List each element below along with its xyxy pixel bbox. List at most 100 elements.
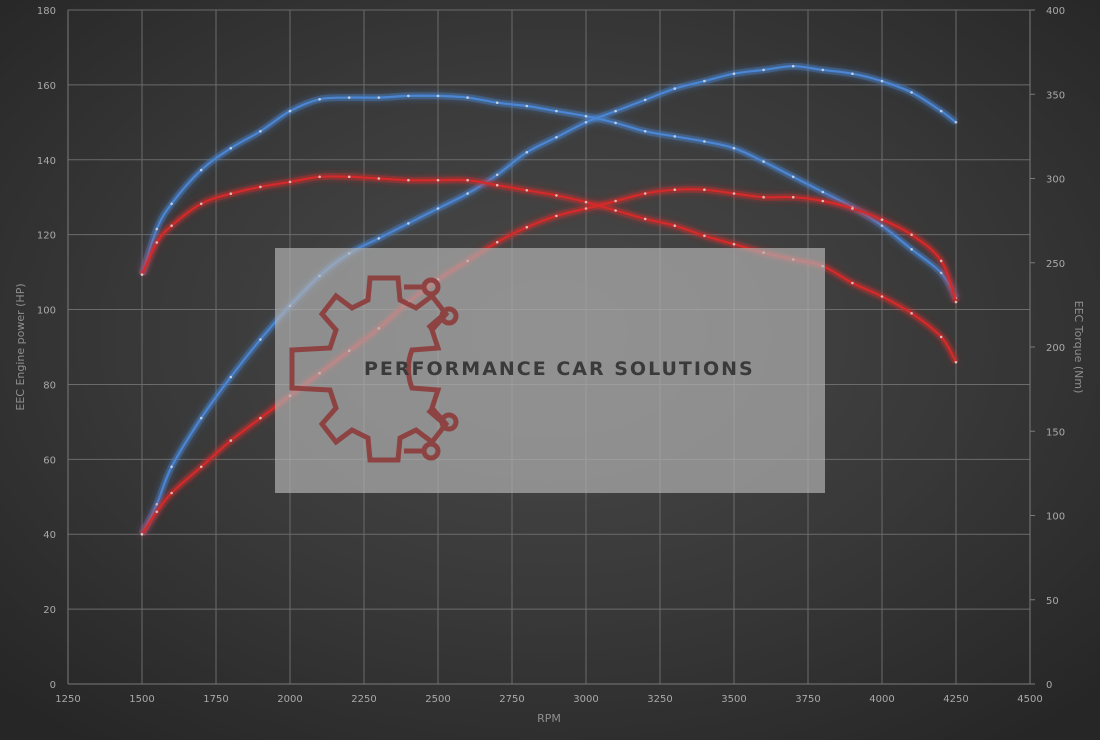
data-point <box>821 68 825 72</box>
x-tick-label: 2750 <box>499 694 524 705</box>
x-tick-label: 3750 <box>795 694 820 705</box>
data-point <box>140 273 144 276</box>
data-point <box>880 295 884 298</box>
data-point <box>495 101 499 104</box>
data-point <box>140 532 144 536</box>
data-point <box>436 94 440 98</box>
data-point <box>199 465 203 469</box>
data-point <box>910 233 913 236</box>
series-modified-torque <box>138 92 960 300</box>
data-point <box>614 121 617 125</box>
data-point <box>466 178 469 182</box>
data-point <box>407 94 410 98</box>
data-point <box>954 300 958 304</box>
data-point <box>851 281 854 285</box>
series-line <box>141 65 957 535</box>
data-point <box>229 192 233 195</box>
data-point <box>155 241 159 244</box>
x-tick-label: 3250 <box>647 694 672 705</box>
data-point <box>939 259 943 263</box>
data-point <box>495 183 499 187</box>
data-point <box>880 79 884 83</box>
y-left-tick-label: 60 <box>43 455 56 466</box>
y-left-tick-label: 40 <box>43 530 56 541</box>
data-point <box>910 312 913 315</box>
x-tick-label: 1750 <box>203 694 228 705</box>
y-right-axis-title: EEC Torque (Nm) <box>1072 301 1085 394</box>
data-point <box>732 192 736 195</box>
data-point <box>525 225 529 229</box>
data-point <box>555 136 558 139</box>
data-point <box>643 192 647 195</box>
data-point <box>732 146 736 150</box>
data-point <box>791 195 795 199</box>
y-right-tick-label: 200 <box>1046 343 1065 354</box>
data-point <box>407 178 410 182</box>
data-point <box>259 185 262 189</box>
y-right-tick-label: 100 <box>1046 512 1065 523</box>
data-point <box>584 200 588 204</box>
data-point <box>584 114 588 118</box>
data-point <box>954 360 958 364</box>
y-left-tick-label: 80 <box>43 380 56 391</box>
data-point <box>229 146 233 150</box>
data-point <box>170 491 173 495</box>
y-left-axis-title: EEC Engine power (HP) <box>14 283 27 410</box>
data-point <box>170 202 173 206</box>
y-left-tick-label: 180 <box>37 6 56 17</box>
data-point <box>584 121 588 124</box>
data-point <box>466 192 469 195</box>
data-point <box>732 72 736 75</box>
y-right-tick-label: 350 <box>1046 90 1065 101</box>
data-point <box>939 271 943 275</box>
data-point <box>229 375 233 379</box>
series-lines <box>138 62 960 537</box>
data-point <box>762 195 765 199</box>
data-point <box>851 72 854 75</box>
series-line <box>140 94 957 299</box>
data-point <box>525 151 529 154</box>
data-point <box>643 217 647 221</box>
watermark-text: PERFORMANCE CAR SOLUTIONS <box>364 358 755 380</box>
data-point <box>703 188 706 191</box>
y-left-tick-label: 0 <box>50 680 56 691</box>
axes: 1250 1500 1750 2000 2250 2500 2750 3000 3250 3500… <box>14 6 1085 725</box>
data-point <box>288 109 292 113</box>
x-tick-label: 2500 <box>425 694 450 705</box>
data-point <box>318 175 321 179</box>
data-point <box>555 214 558 218</box>
data-point <box>555 194 558 197</box>
y-left-tick-label: 20 <box>43 605 56 616</box>
y-right-tick-label: 400 <box>1046 6 1065 17</box>
data-point <box>703 140 706 143</box>
x-tick-label: 4250 <box>943 694 968 705</box>
data-point <box>703 79 706 83</box>
data-point <box>259 130 262 133</box>
gear-logo-icon <box>289 275 459 463</box>
data-point <box>732 242 736 246</box>
data-point <box>466 96 469 99</box>
x-tick-label: 2250 <box>351 694 376 705</box>
x-tick-label: 1250 <box>55 694 80 705</box>
data-point <box>347 175 351 179</box>
data-point <box>495 173 499 177</box>
data-point <box>880 218 884 221</box>
data-point <box>436 178 440 182</box>
x-tick-label: 4000 <box>869 694 894 705</box>
x-tick-label: 3000 <box>573 694 598 705</box>
data-point <box>318 98 321 101</box>
data-point <box>199 202 203 206</box>
data-point <box>155 227 159 231</box>
data-point <box>229 439 233 442</box>
data-point <box>614 199 617 203</box>
data-point <box>673 87 677 90</box>
data-point <box>703 234 706 238</box>
data-point <box>673 224 677 227</box>
x-tick-label: 2000 <box>277 694 302 705</box>
data-point <box>555 109 558 113</box>
data-point <box>673 135 677 138</box>
data-point <box>851 207 854 210</box>
data-point <box>288 180 292 184</box>
series-line <box>141 175 957 363</box>
